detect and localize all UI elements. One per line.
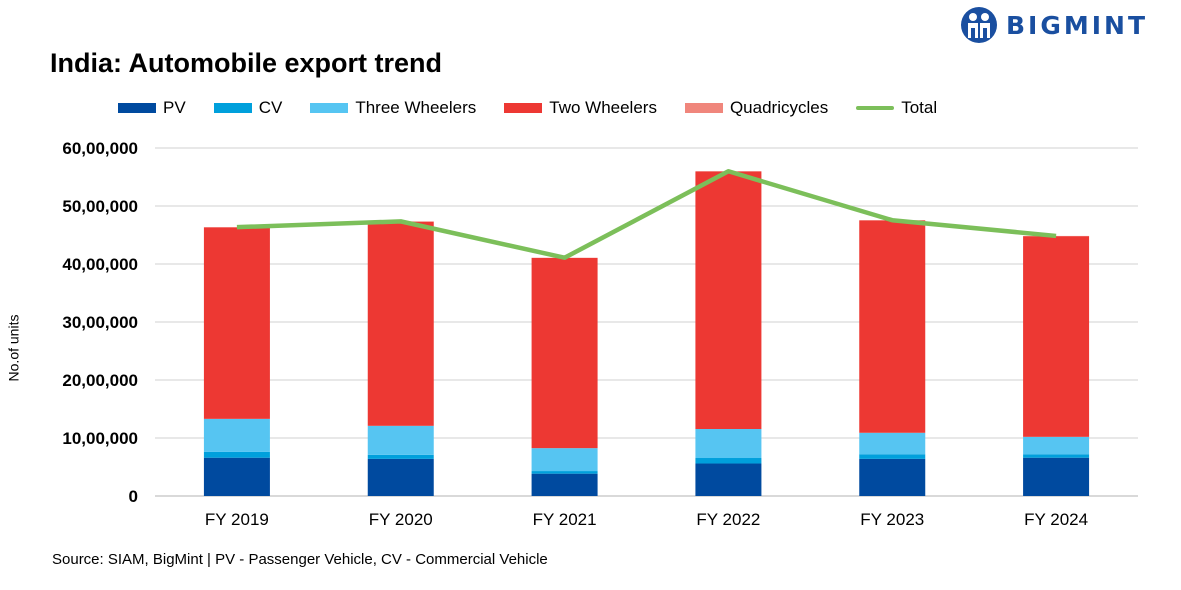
bar-cv	[531, 471, 598, 474]
bar-two-wheelers	[367, 221, 434, 426]
legend-item: Total	[856, 98, 937, 118]
y-tick-label: 0	[129, 487, 138, 506]
bar-pv	[859, 458, 926, 496]
legend-item: Three Wheelers	[310, 98, 476, 118]
legend-swatch	[504, 103, 543, 113]
legend-item: Two Wheelers	[504, 98, 657, 118]
legend-swatch	[213, 103, 252, 113]
bar-two-wheelers	[1023, 236, 1090, 437]
bar-cv	[367, 454, 434, 459]
y-tick-label: 60,00,000	[62, 139, 138, 158]
legend-label: Three Wheelers	[355, 98, 477, 117]
legend-swatch	[684, 103, 723, 113]
total-line	[236, 169, 1057, 260]
y-tick-label: 40,00,000	[62, 255, 138, 274]
y-tick-label: 20,00,000	[62, 371, 138, 390]
x-tick-label: FY 2024	[1024, 510, 1088, 529]
bar-two-wheelers	[695, 171, 762, 430]
legend-label: PV	[163, 98, 186, 117]
legend-item: Quadricycles	[684, 98, 829, 118]
y-tick-label: 50,00,000	[62, 197, 138, 216]
logo-text: BIGMINT	[1006, 10, 1149, 40]
bar-cv	[695, 458, 762, 464]
legend-label: Two Wheelers	[549, 98, 657, 117]
bar-pv	[1023, 457, 1090, 496]
legend-swatch	[856, 106, 895, 110]
logo-icon	[961, 7, 997, 43]
y-tick-label: 30,00,000	[62, 313, 138, 332]
bar-cv	[859, 454, 926, 459]
x-tick-label: FY 2021	[533, 510, 597, 529]
legend-label: CV	[258, 98, 283, 117]
legend-item: PV	[118, 98, 186, 118]
bar-cv	[203, 451, 270, 458]
bar-three-wheelers	[367, 425, 434, 455]
x-tick-label: FY 2019	[205, 510, 269, 529]
bar-pv	[695, 463, 762, 496]
x-tick-label: FY 2020	[369, 510, 433, 529]
bigmint-logo: BIGMINT	[960, 6, 1148, 44]
bar-three-wheelers	[859, 432, 926, 455]
y-tick-label: 10,00,000	[62, 429, 138, 448]
source-note: Source: SIAM, BigMint | PV - Passenger V…	[52, 551, 548, 568]
bar-pv	[203, 457, 270, 496]
bar-two-wheelers	[859, 220, 926, 433]
legend: PV CV Three Wheelers Two Wheelers Quadricycl…	[118, 98, 965, 118]
bar-pv	[531, 473, 598, 496]
bar-pv	[367, 458, 434, 496]
legend-swatch	[118, 103, 156, 113]
chart-title: India: Automobile export trend	[50, 48, 443, 78]
bar-two-wheelers	[203, 227, 270, 419]
bar-three-wheelers	[1023, 436, 1090, 455]
bar-three-wheelers	[531, 448, 598, 472]
bar-two-wheelers	[531, 257, 598, 449]
legend-label: Quadricycles	[729, 98, 829, 117]
legend-label: Total	[901, 98, 938, 117]
bar-cv	[1023, 454, 1090, 458]
bar-three-wheelers	[695, 429, 762, 459]
x-tick-label: FY 2023	[860, 510, 924, 529]
legend-item: CV	[213, 98, 283, 118]
legend-swatch	[310, 103, 349, 113]
bar-three-wheelers	[203, 418, 270, 452]
x-tick-label: FY 2022	[696, 510, 760, 529]
